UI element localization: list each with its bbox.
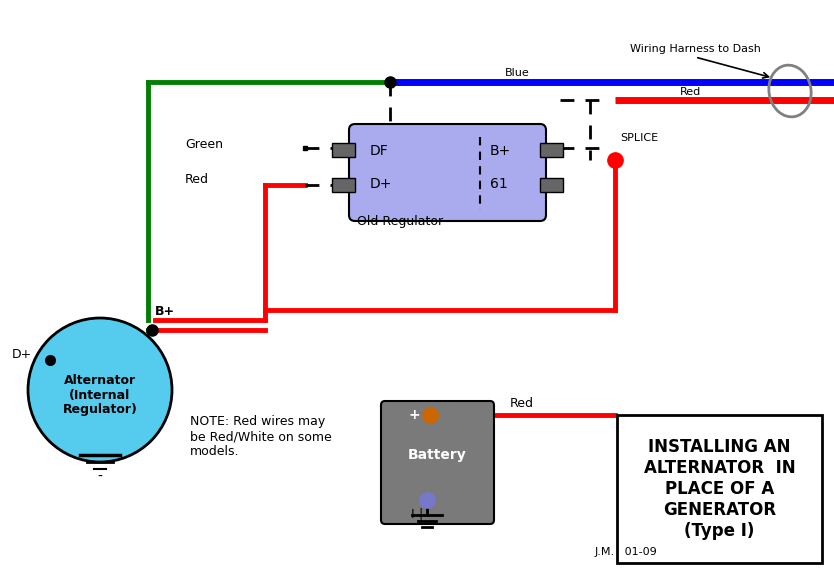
- Bar: [617, 415, 822, 563]
- Bar: [332, 143, 355, 157]
- Text: Wiring Harness to Dash: Wiring Harness to Dash: [630, 44, 761, 54]
- Text: J.M.   01-09: J.M. 01-09: [595, 547, 658, 557]
- Bar: [332, 178, 355, 192]
- Text: INSTALLING AN
ALTERNATOR  IN
PLACE OF A
GENERATOR
(Type I): INSTALLING AN ALTERNATOR IN PLACE OF A G…: [644, 438, 796, 540]
- Text: |: |: [419, 508, 423, 521]
- Text: Red: Red: [680, 87, 701, 97]
- Text: Blue: Blue: [505, 68, 530, 78]
- Text: Old Regulator: Old Regulator: [357, 215, 443, 228]
- Circle shape: [28, 318, 172, 462]
- Text: B+: B+: [490, 144, 511, 158]
- Text: D+: D+: [370, 177, 392, 191]
- Text: Red: Red: [510, 397, 534, 410]
- Text: +: +: [408, 408, 420, 422]
- FancyBboxPatch shape: [381, 401, 494, 524]
- Bar: [540, 143, 563, 157]
- Text: Battery: Battery: [408, 448, 466, 462]
- Text: DF: DF: [370, 144, 389, 158]
- Text: Green: Green: [185, 138, 223, 151]
- Text: Alternator
(Internal
Regulator): Alternator (Internal Regulator): [63, 373, 138, 416]
- Text: NOTE: Red wires may
be Red/White on some
models.: NOTE: Red wires may be Red/White on some…: [190, 415, 332, 458]
- Text: -: -: [98, 470, 103, 484]
- Text: SPLICE: SPLICE: [620, 133, 658, 143]
- Text: B+: B+: [155, 305, 175, 318]
- FancyBboxPatch shape: [349, 124, 546, 221]
- Bar: [540, 178, 563, 192]
- Text: D+: D+: [12, 348, 33, 362]
- Text: I: I: [411, 508, 414, 521]
- Text: 61: 61: [490, 177, 508, 191]
- Text: Red: Red: [185, 173, 209, 186]
